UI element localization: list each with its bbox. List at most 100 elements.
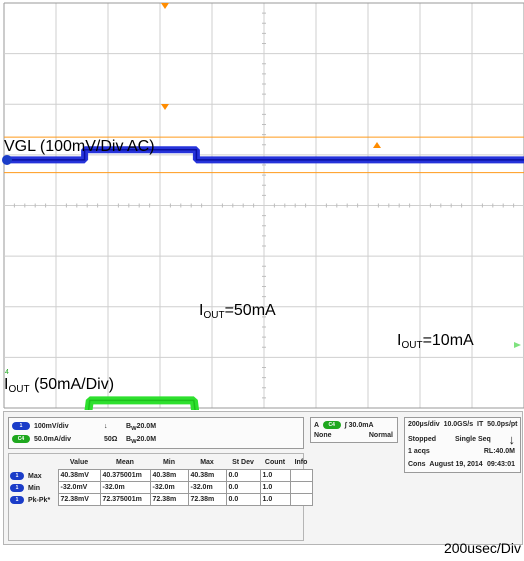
cursor-marker [373,142,381,148]
measurement-body: 1 Max 40.38mV 40.375001m 40.38m 40.38m 0.0 1.0 1… [10,469,313,506]
measurement-header-row: Value Mean Min Max St Dev Count Info [10,456,312,470]
measurement-header: St Dev [232,459,254,466]
trigger-mode-left: None [314,432,332,439]
ch4-scale: 50.0mA/div [34,435,71,443]
measurement-cell: 72.38m [187,493,227,506]
scope-info-panel: 1 100mV/div ↓ BW20.0M C4 50.0mA/div 50Ω BW20.0… [3,411,523,545]
ch1-badge: 1 [12,422,30,430]
measurement-label: Min [28,484,41,492]
acq-record-length: RL:40.0M [483,448,515,455]
measurement-header [10,456,58,470]
measurement-table: Value Mean Min Max St Dev Count Info 1 Ma… [10,456,313,506]
measurement-header: Count [264,459,286,466]
trigger-level-marker [514,342,521,348]
measurement-cell: 1.0 [259,469,291,482]
cursor-marker [161,104,169,110]
measurement-cell: 0.0 [225,493,261,506]
ch1-trace-core [4,149,524,161]
oscilloscope-plot: 4 [2,2,524,410]
acquisition-box: 200µs/div 10.0GS/s IT 50.0ps/pt Stopped … [404,417,521,473]
measurement-header: Value [69,459,89,466]
measurement-cell: -32.0mV [57,481,101,494]
acq-resolution: 50.0ps/pt [487,421,518,428]
ch4-bw-prefix: B [126,435,132,443]
trigger-position-marker [161,3,169,9]
acq-seq: Single Seq [455,436,491,443]
trigger-top-row: A C4 ∫ 30.0mA [314,421,374,429]
ch1-coupling: ↓ [104,422,108,430]
measurement-cell: -32.0m [149,481,189,494]
graticule [3,2,524,409]
measurement-channel-badge: 1 [10,495,24,504]
trigger-channel-badge: C4 [322,421,341,429]
measurement-cell [289,469,313,482]
iout-10ma-annotation: IOUT=10mA [397,332,474,351]
measurement-cell [289,493,313,506]
acq-rate: 10.0GS/s [443,421,474,428]
ch4-marker-label: 4 [5,369,9,376]
ch1-trace-group [4,146,524,164]
measurement-cell: 72.38mV [57,493,101,506]
measurement-header: Info [294,459,308,466]
acq-timebase: 200µs/div [408,421,440,428]
measurement-row-label: 1 Pk-Pk* [10,494,58,506]
measurement-channel-badge: 1 [10,483,24,492]
acq-time: 09:43:01 [486,461,515,468]
measurement-row: 1 Max 40.38mV 40.375001m 40.38m 40.38m 0.0 1.0 [10,469,313,482]
acq-date: August 19, 2014 [429,461,483,468]
acq-cons-row: Cons August 19, 2014 [408,461,483,468]
measurement-cell: 1.0 [259,493,291,506]
measurement-cell: 1.0 [259,481,291,494]
measurement-row: 1 Min -32.0mV -32.0m -32.0m -32.0m 0.0 1.0 [10,481,313,494]
ch4-bandwidth: 20.0M [136,435,157,443]
measurement-cell: 40.375001m [99,469,151,482]
measurement-cell: 72.38m [149,493,189,506]
ch1-bw-sub: W [131,426,137,433]
ch4-trace-group [84,396,200,410]
trigger-box: A C4 ∫ 30.0mA None Normal [310,417,398,443]
ch4-trace-core [87,399,196,410]
acq-arrow-icon: ↓ [508,432,516,447]
iout-channel-label: IOUT (50mA/Div) [4,376,115,395]
measurement-row-label: 1 Min [10,482,58,494]
iout-50ma-annotation: IOUT=50mA [199,302,276,321]
measurement-cell: -32.0m [99,481,151,494]
trigger-edge-icon: ∫ [344,421,347,429]
measurement-cell: -32.0m [187,481,227,494]
measurement-channel-badge: 1 [10,471,24,480]
ch1-ground-marker [2,154,12,165]
trigger-source: A [314,421,319,429]
measurement-cell: 40.38mV [57,469,101,482]
vgl-channel-label: VGL (100mV/Div AC) [4,138,155,155]
measurement-header: Max [200,459,214,466]
ch1-setup-row: 1 100mV/div ↓ BW20.0M [12,422,156,432]
measurement-cell: 40.38m [187,469,227,482]
acq-count: 1 acqs [408,448,430,455]
ch1-scale: 100mV/div [34,422,69,430]
measurement-header: Min [162,459,176,466]
ch1-bandwidth: 20.0M [136,422,157,430]
measurement-label: Pk-Pk* [28,496,51,504]
acq-it: IT [477,421,484,428]
timescale-label: 200usec/Div [443,540,521,556]
measurement-label: Max [28,472,42,480]
trigger-level: 30.0mA [348,421,374,429]
acq-timebase-row: 200µs/div 10.0GS/s IT 50.0ps/pt [408,421,518,428]
measurement-cell: 0.0 [225,469,261,482]
trigger-mode-right: Normal [368,432,393,439]
measurement-row-label: 1 Max [10,470,58,482]
measurement-cell: 72.375001m [99,493,151,506]
measurement-cell: 40.38m [149,469,189,482]
ch4-setup-row: C4 50.0mA/div 50Ω BW20.0M [12,435,156,445]
acq-cons: Cons [408,461,426,468]
measurement-header: Mean [116,459,134,466]
ch4-bw-sub: W [131,439,137,446]
acq-state: Stopped [408,436,436,443]
channel-setup-box: 1 100mV/div ↓ BW20.0M C4 50.0mA/div 50Ω BW20.0… [8,417,304,449]
measurement-cell [289,481,313,494]
ch4-badge: C4 [12,435,30,443]
ch4-coupling: 50Ω [104,435,118,443]
ch1-bw-prefix: B [126,422,132,430]
measurement-row: 1 Pk-Pk* 72.38mV 72.375001m 72.38m 72.38m 0.0 1… [10,493,313,506]
markers: 4 [2,3,524,376]
